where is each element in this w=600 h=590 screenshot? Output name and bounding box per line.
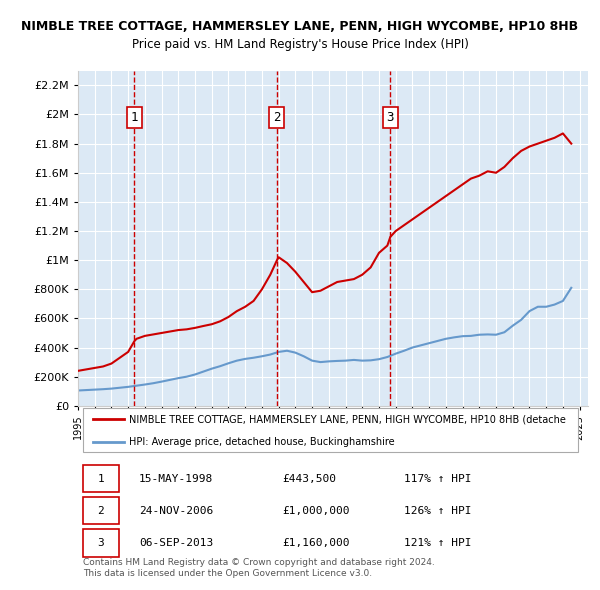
Text: £443,500: £443,500 (282, 474, 336, 484)
Text: 15-MAY-1998: 15-MAY-1998 (139, 474, 214, 484)
Text: 2: 2 (273, 111, 281, 124)
Text: 2: 2 (98, 506, 104, 516)
FancyBboxPatch shape (83, 408, 578, 452)
Text: Price paid vs. HM Land Registry's House Price Index (HPI): Price paid vs. HM Land Registry's House … (131, 38, 469, 51)
Text: HPI: Average price, detached house, Buckinghamshire: HPI: Average price, detached house, Buck… (129, 437, 395, 447)
Text: £1,160,000: £1,160,000 (282, 538, 349, 548)
Text: 121% ↑ HPI: 121% ↑ HPI (404, 538, 472, 548)
Text: £1,000,000: £1,000,000 (282, 506, 349, 516)
Text: 1: 1 (98, 474, 104, 484)
Text: Contains HM Land Registry data © Crown copyright and database right 2024.
This d: Contains HM Land Registry data © Crown c… (83, 558, 435, 578)
Text: 117% ↑ HPI: 117% ↑ HPI (404, 474, 472, 484)
FancyBboxPatch shape (83, 497, 119, 525)
Text: 06-SEP-2013: 06-SEP-2013 (139, 538, 214, 548)
FancyBboxPatch shape (83, 465, 119, 492)
Text: 3: 3 (386, 111, 394, 124)
FancyBboxPatch shape (83, 529, 119, 556)
Text: NIMBLE TREE COTTAGE, HAMMERSLEY LANE, PENN, HIGH WYCOMBE, HP10 8HB (detache: NIMBLE TREE COTTAGE, HAMMERSLEY LANE, PE… (129, 414, 566, 424)
Text: NIMBLE TREE COTTAGE, HAMMERSLEY LANE, PENN, HIGH WYCOMBE, HP10 8HB: NIMBLE TREE COTTAGE, HAMMERSLEY LANE, PE… (22, 20, 578, 33)
Text: 126% ↑ HPI: 126% ↑ HPI (404, 506, 472, 516)
Text: 1: 1 (131, 111, 138, 124)
Text: 3: 3 (98, 538, 104, 548)
Text: 24-NOV-2006: 24-NOV-2006 (139, 506, 214, 516)
